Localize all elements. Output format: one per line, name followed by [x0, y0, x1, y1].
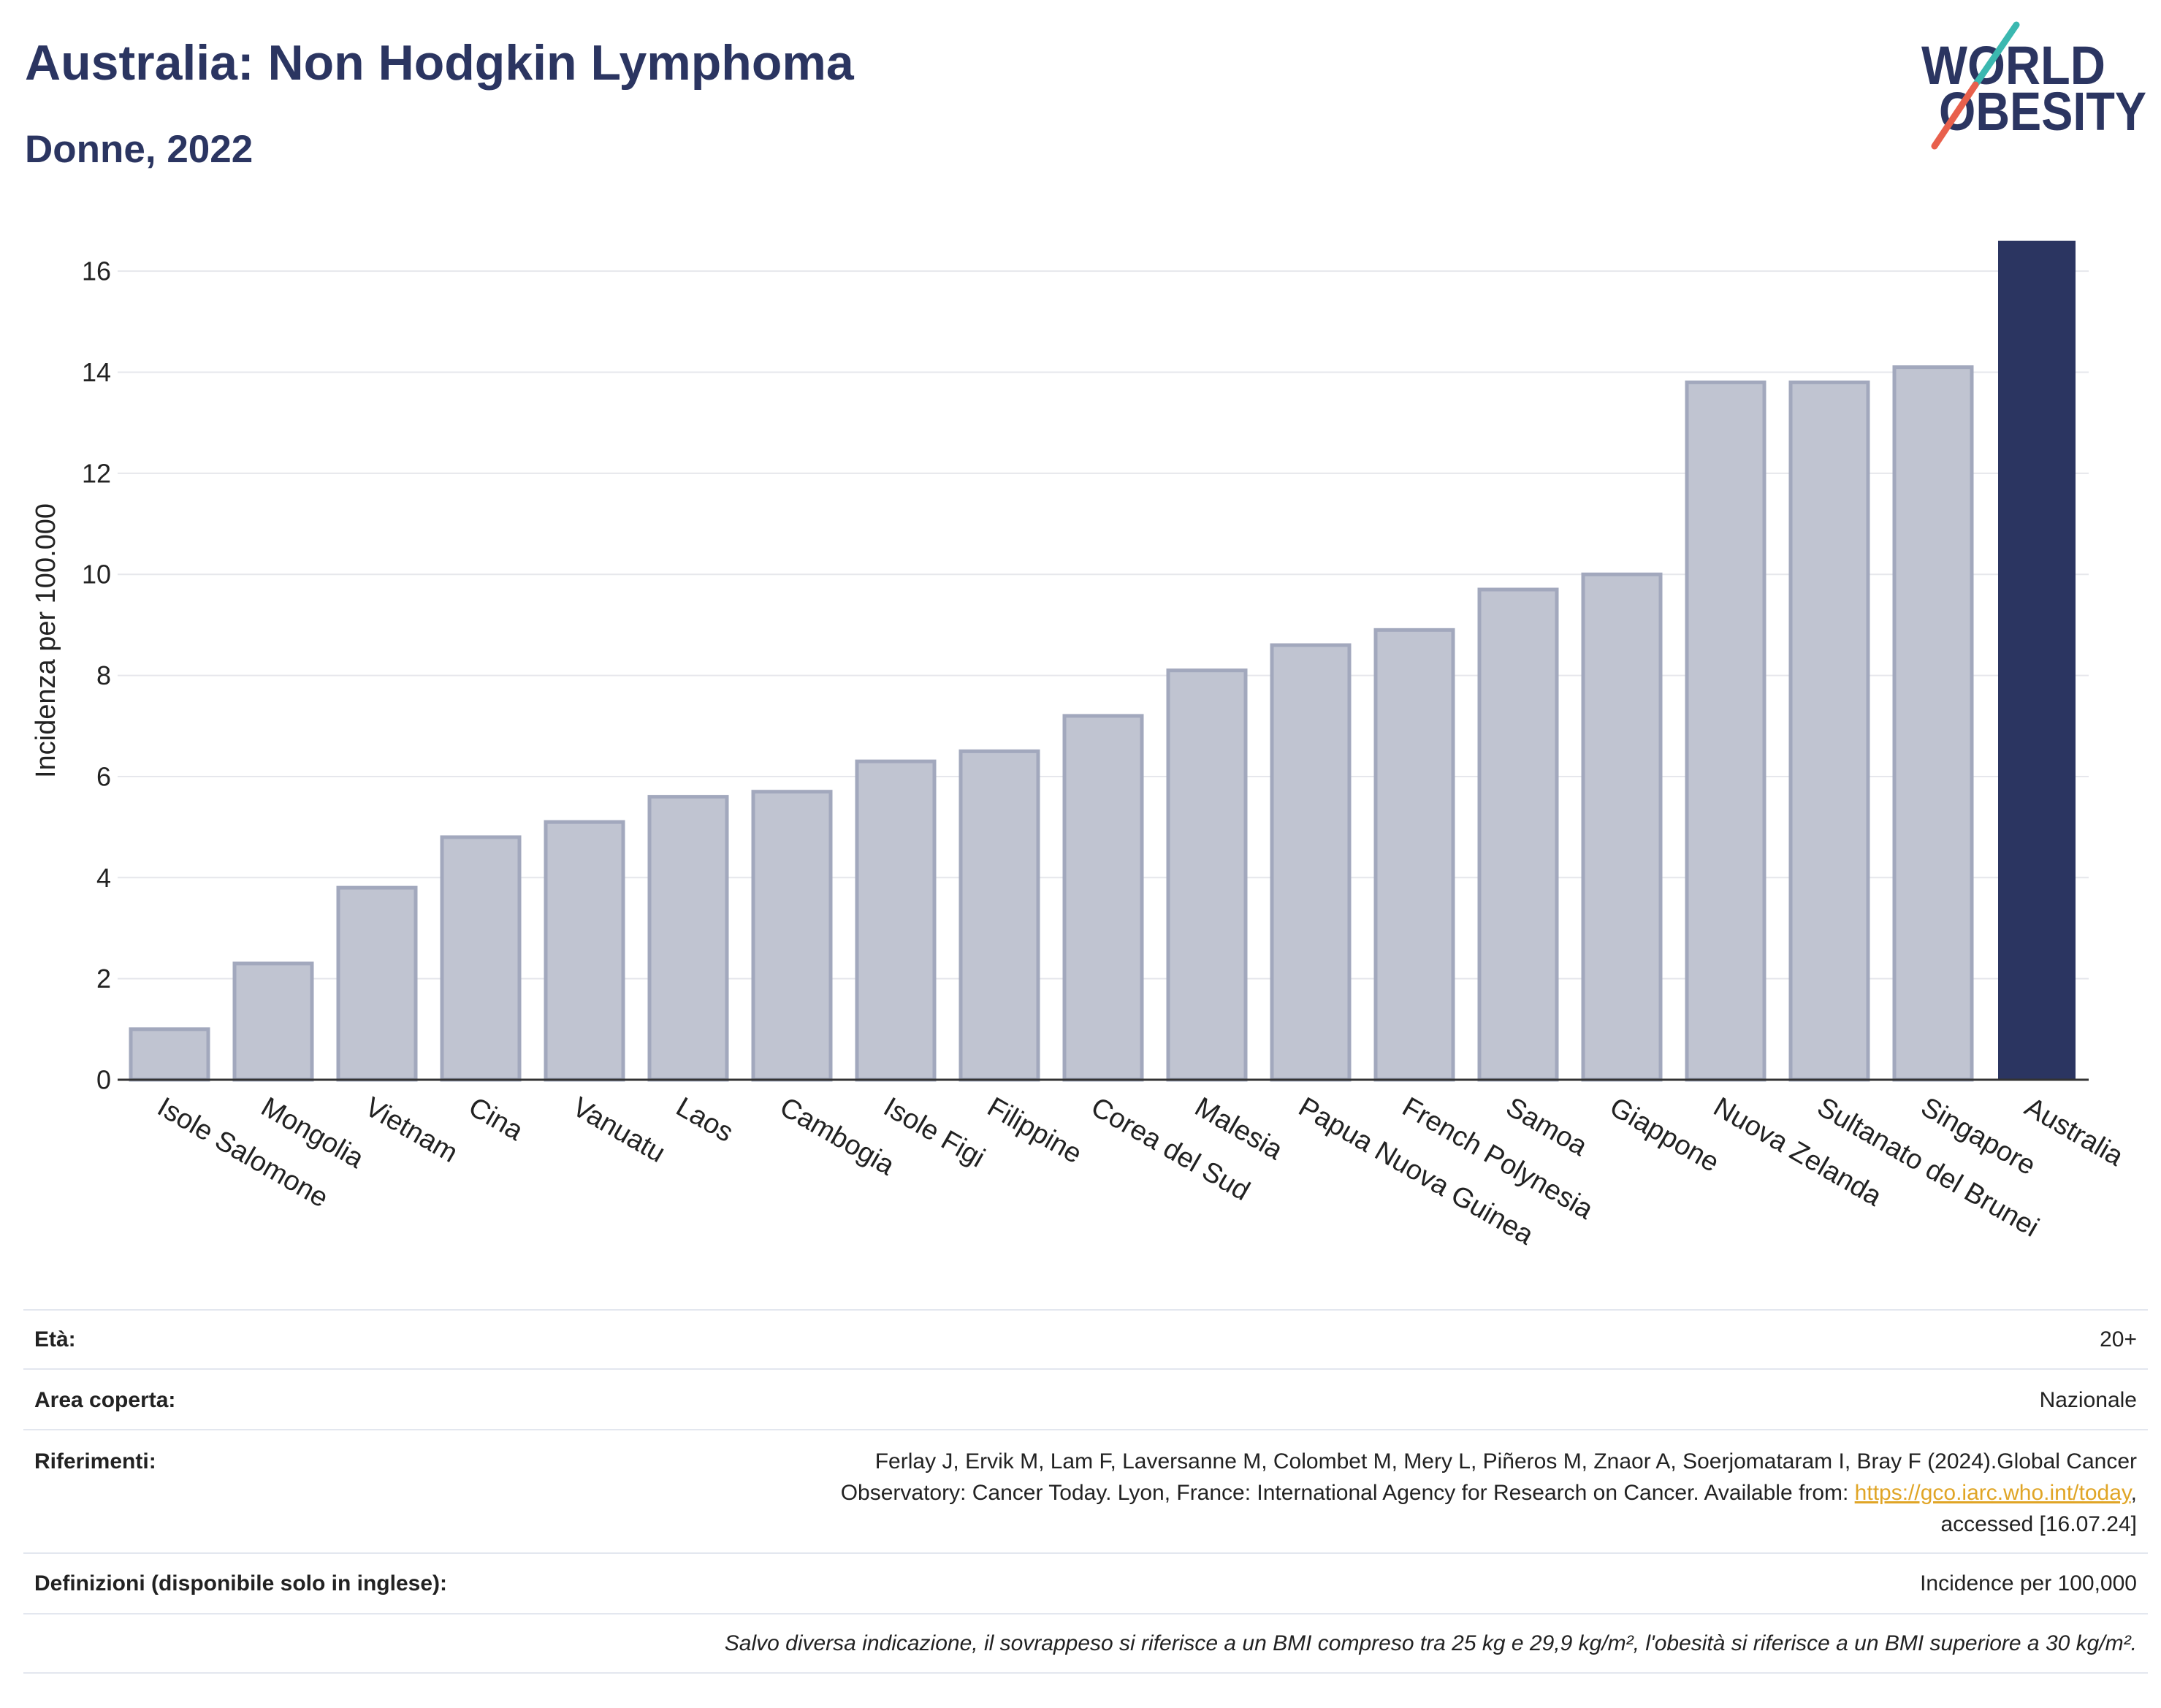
- y-axis-label: Incidenza per 100.000: [31, 503, 61, 778]
- x-tick-label: Isole Salomone: [152, 1091, 333, 1213]
- footer-row-area: Area coperta: Nazionale: [23, 1371, 2148, 1430]
- x-tick-label: Laos: [671, 1091, 738, 1148]
- bar-chart: Incidenza per 100.000 0 2 4 6 8 10 12 14 16 Isole…: [31, 240, 2129, 1251]
- logo-slash-teal: [1972, 21, 2020, 88]
- logo-line1: WORLD: [1921, 35, 2105, 96]
- bar-cina: [440, 835, 522, 1082]
- y-tick-label: 0: [96, 1065, 111, 1095]
- footer-row-age: Età: 20+: [23, 1309, 2148, 1370]
- footer-row-definitions: Definizioni (disponibile solo in inglese…: [23, 1554, 2148, 1614]
- x-tick-label: Cambogia: [774, 1091, 900, 1181]
- y-tick-label: 16: [82, 256, 111, 286]
- x-tick-label: Filippine: [982, 1091, 1087, 1170]
- bar-french-polynesia: [1373, 628, 1455, 1082]
- bar-vietnam: [336, 885, 418, 1082]
- age-value: 20+: [2100, 1327, 2137, 1351]
- x-tick-label: Nuova Zelanda: [1708, 1091, 1887, 1213]
- references-citation: Ferlay J, Ervik M, Lam F, Laversanne M, …: [840, 1449, 2137, 1505]
- references-label: Riferimenti:: [34, 1449, 156, 1473]
- y-tick-label: 14: [82, 357, 111, 387]
- bar-cambogia: [751, 790, 833, 1082]
- x-tick-label: Cina: [463, 1091, 528, 1147]
- bar-australia: [1998, 240, 2076, 1080]
- y-tick-label: 2: [96, 964, 111, 994]
- age-label: Età:: [34, 1327, 76, 1351]
- bar-papua-nuova-guinea: [1270, 643, 1352, 1082]
- bar-nuova-zelanda: [1685, 380, 1766, 1082]
- bar-vanuatu: [544, 820, 625, 1082]
- bar-corea-del-sud: [1062, 714, 1144, 1082]
- footer-row-note: Salvo diversa indicazione, il sovrappeso…: [23, 1614, 2148, 1674]
- bar-laos: [647, 795, 729, 1082]
- x-tick-label: Giappone: [1604, 1091, 1724, 1178]
- bar-sultanato-del-brunei: [1788, 380, 1870, 1082]
- bar-singapore: [1892, 365, 1974, 1082]
- y-tick-label: 8: [96, 660, 111, 690]
- references-link[interactable]: https://gco.iarc.who.int/today: [1854, 1481, 2131, 1505]
- bar-samoa: [1477, 587, 1559, 1082]
- area-label: Area coperta:: [34, 1388, 176, 1412]
- area-value: Nazionale: [2039, 1388, 2137, 1412]
- world-obesity-logo: WORLD OBESITY: [1921, 21, 2146, 150]
- definitions-value: Incidence per 100,000: [1920, 1571, 2137, 1595]
- references-text: Ferlay J, Ervik M, Lam F, Laversanne M, …: [841, 1446, 2137, 1540]
- bar-giappone: [1581, 572, 1663, 1082]
- x-tick-label: Vanuatu: [567, 1091, 670, 1169]
- logo-slash-coral: [1931, 81, 1979, 150]
- y-tick-label: 4: [96, 863, 111, 893]
- references-suffix: , accessed [16.07.24]: [1940, 1481, 2137, 1536]
- footnote: Salvo diversa indicazione, il sovrappeso…: [724, 1631, 2137, 1655]
- page-subtitle: Donne, 2022: [25, 128, 254, 171]
- y-tick-label: 6: [96, 761, 111, 791]
- bar-isole-salomone: [129, 1027, 210, 1082]
- definitions-label: Definizioni (disponibile solo in inglese…: [34, 1571, 448, 1595]
- x-tick-label: Vietnam: [359, 1091, 462, 1169]
- bar-malesia: [1166, 668, 1248, 1082]
- bar-mongolia: [232, 961, 314, 1082]
- page-title: Australia: Non Hodgkin Lymphoma: [25, 35, 854, 91]
- bar-isole-figi: [855, 759, 937, 1082]
- y-tick-label: 12: [82, 458, 111, 488]
- bar-filippine: [958, 749, 1040, 1082]
- footer-row-references: Riferimenti: Ferlay J, Ervik M, Lam F, L…: [23, 1430, 2148, 1554]
- y-tick-label: 10: [82, 560, 111, 590]
